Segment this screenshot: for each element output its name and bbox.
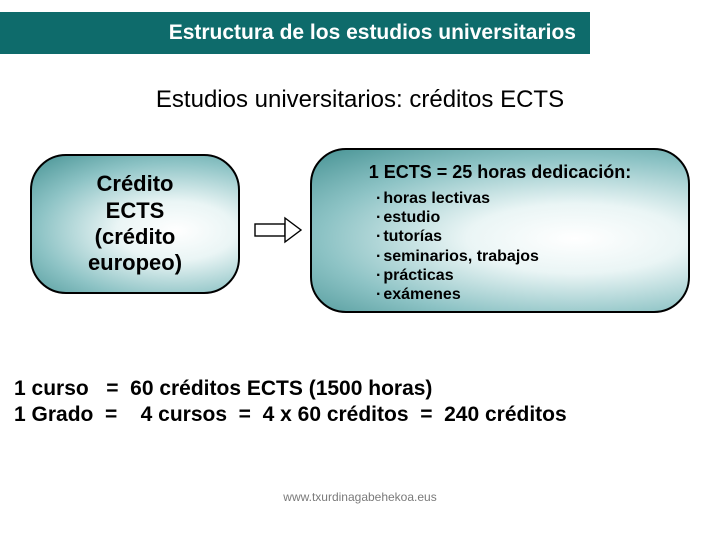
- left-box-line1: Crédito: [97, 171, 174, 196]
- header-bar: Estructura de los estudios universitario…: [0, 12, 590, 54]
- bottom-text: 1 curso = 60 créditos ECTS (1500 horas) …: [14, 376, 567, 429]
- footer-url: www.txurdinagabehekoa.eus: [0, 490, 720, 504]
- left-box-text: Crédito ECTS (crédito europeo): [88, 171, 182, 277]
- right-box-list: horas lectivas estudio tutorías seminari…: [376, 189, 668, 304]
- left-box: Crédito ECTS (crédito europeo): [30, 154, 240, 294]
- left-box-line2: ECTS: [106, 198, 165, 223]
- arrow-icon: [254, 216, 302, 244]
- bottom-line2: 1 Grado = 4 cursos = 4 x 60 créditos = 2…: [14, 403, 567, 426]
- left-box-line3: (crédito: [95, 224, 176, 249]
- list-item: seminarios, trabajos: [376, 247, 668, 266]
- header-title: Estructura de los estudios universitario…: [169, 21, 576, 45]
- left-box-line4: europeo): [88, 250, 182, 275]
- list-item: tutorías: [376, 227, 668, 246]
- list-item: exámenes: [376, 285, 668, 304]
- list-item: estudio: [376, 208, 668, 227]
- list-item: prácticas: [376, 266, 668, 285]
- bottom-line1: 1 curso = 60 créditos ECTS (1500 horas): [14, 377, 432, 400]
- right-box-title: 1 ECTS = 25 horas dedicación:: [332, 162, 668, 183]
- subtitle: Estudios universitarios: créditos ECTS: [0, 86, 720, 114]
- right-box: 1 ECTS = 25 horas dedicación: horas lect…: [310, 148, 690, 313]
- list-item: horas lectivas: [376, 189, 668, 208]
